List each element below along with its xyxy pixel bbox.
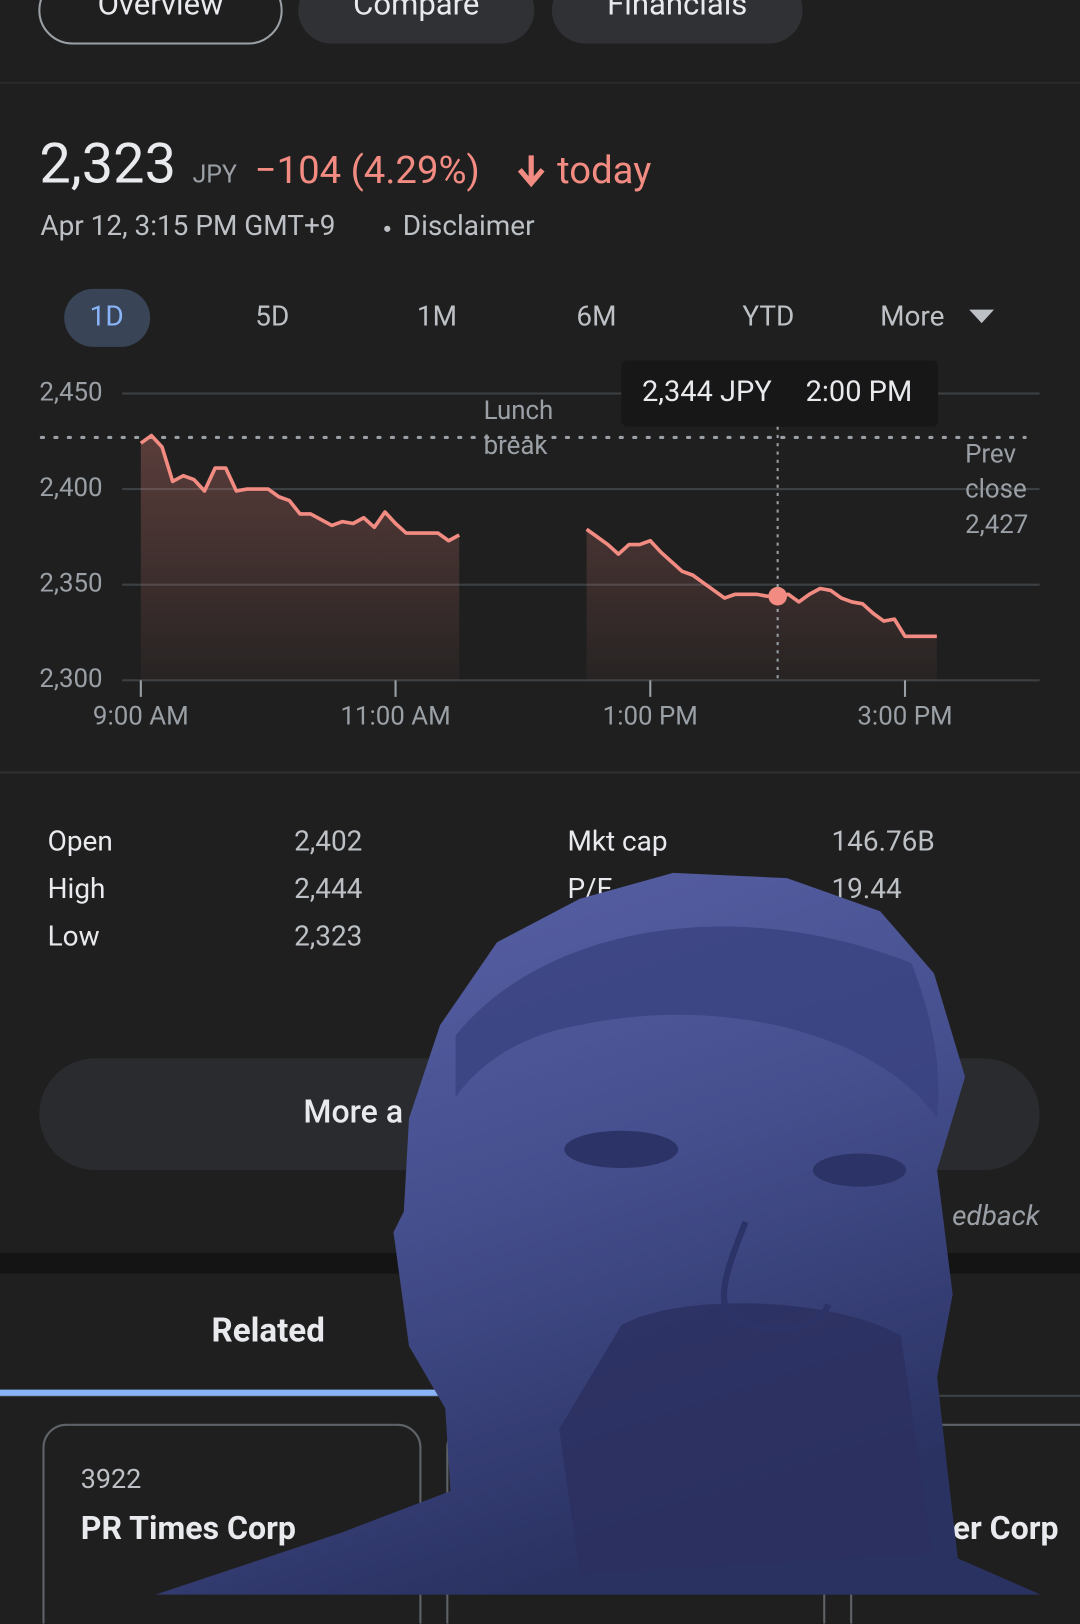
annotation: break [484,431,549,461]
tab-label[interactable]: Overview [98,0,224,22]
annotation: Lunch [484,396,554,426]
related-tab[interactable]: Related [212,1311,325,1350]
tooltip-price: 2,344 JPY [642,375,772,409]
hover-point [768,586,787,606]
overlay-figure [155,872,1041,1595]
overlay-eye [812,1153,907,1187]
more-button-label[interactable]: More a [303,1093,403,1131]
overlay-hair [455,926,939,1119]
range-active[interactable] [64,288,151,347]
tab-label[interactable]: Compare [353,0,479,22]
dropdown-caret[interactable] [969,309,995,324]
y-tick-label: 2,450 [39,377,102,407]
y-tick-label: 2,400 [39,473,102,503]
active-tab-indicator [0,1389,446,1396]
line [139,433,937,639]
currency: JPY [193,161,237,190]
stat-value: 2,444 [294,872,363,905]
prev-close-value: 2,427 [965,510,1028,540]
x-tick-label: 9:00 AM [93,701,189,731]
price: 2,323 [39,131,176,197]
prev-close-title: Prev [965,439,1016,469]
range-button[interactable]: 5D [255,299,289,332]
tab-pill[interactable] [38,0,283,45]
range-button[interactable]: YTD [742,299,794,332]
card-name: er Corp [953,1509,1059,1547]
price-change: −104 (4.29%) [255,148,480,193]
tab-pill[interactable] [551,0,803,44]
period: today [557,148,651,193]
tab-label[interactable]: Financials [607,0,747,22]
x-tick-label: 11:00 AM [340,701,450,731]
stat-label: Open [48,824,113,857]
x-tick-label: 1:00 PM [603,701,698,731]
overlay-eye [564,1130,679,1169]
down-arrow [517,155,545,188]
range-button[interactable]: 1D [90,299,124,332]
stat-label: Low [48,920,100,953]
area [140,435,937,681]
timestamp: Apr 12, 3:15 PM GMT+9 [40,209,335,242]
tooltip-box [621,360,939,427]
y-tick-label: 2,300 [39,664,102,694]
disclaimer[interactable]: Disclaimer [403,209,535,242]
card-name: PR Times Corp [81,1509,296,1547]
range-button[interactable]: 6M [576,299,616,332]
y-tick-label: 2,350 [39,569,102,599]
x-tick-label: 3:00 PM [857,701,952,731]
card-ticker: 3922 [81,1463,142,1495]
stat-value: 146.76B [831,824,934,857]
stat-value: 2,323 [294,920,362,953]
stat-label: High [48,872,106,905]
feedback-link[interactable]: edback [952,1199,1041,1232]
tooltip-time: 2:00 PM [806,375,913,409]
prev-close-title: close [965,475,1027,505]
overlay-beard [559,1303,932,1574]
separator-dot [384,225,391,232]
range-button[interactable]: 1M [417,299,457,332]
price-chart: 2,300 2,350 2,400 2,450 9:00 AM 11:00 AM 1:00 … [39,360,1040,731]
stat-label: Mkt cap [567,824,667,857]
overlay-nose [720,1220,832,1333]
range-button[interactable]: More [880,299,944,332]
stat-value: 2,402 [294,824,362,857]
tab-pill[interactable] [298,0,535,44]
